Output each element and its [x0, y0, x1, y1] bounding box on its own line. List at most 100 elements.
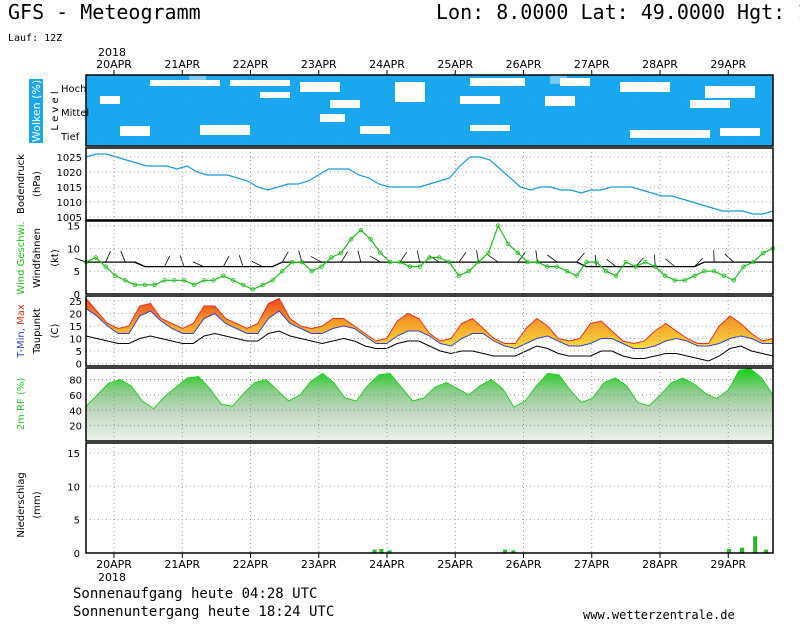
pressure-axis-label: Bodendruck	[16, 154, 27, 214]
date-label-top: 26APR	[506, 58, 542, 71]
cloud-cell	[360, 92, 379, 102]
cloud-cell	[171, 83, 190, 94]
wind-speed-point	[211, 278, 216, 283]
wind-speed-point	[525, 259, 530, 265]
cloud-cell	[240, 75, 259, 85]
cloud-cell	[532, 128, 551, 138]
cloud-cell	[412, 128, 430, 138]
cloud-cell	[120, 83, 138, 94]
cloud-clear-patch	[150, 80, 220, 86]
cloud-cell	[687, 137, 705, 147]
wind-speed-point	[603, 268, 609, 274]
cloud-cell	[292, 92, 310, 102]
precip-bar	[387, 550, 392, 553]
cloud-cell	[412, 137, 430, 147]
cloud-clear-patch	[720, 128, 760, 136]
date-label-bottom: 20APR	[96, 558, 132, 571]
wind-speed-point	[240, 282, 246, 288]
wind-barb	[665, 258, 676, 267]
wind-speed-point	[368, 237, 373, 242]
wind-speed-point	[505, 241, 511, 247]
year-label-top: 2018	[98, 46, 126, 59]
cloud-cell	[652, 101, 671, 111]
cloud-cell	[240, 137, 259, 147]
cloud-cell	[755, 119, 774, 129]
cloud-cell	[755, 128, 774, 138]
cloud-cell	[412, 119, 430, 129]
cloud-cell	[532, 101, 551, 111]
wind-speed-point	[280, 268, 285, 274]
cloud-cell	[687, 83, 705, 94]
wind-speed-point	[388, 259, 393, 265]
cloud-cell	[652, 92, 671, 102]
cloud-cell	[566, 137, 585, 147]
panel-frame	[85, 147, 774, 221]
pressure-tick-label: 1005	[57, 213, 82, 224]
cloud-cell	[584, 137, 602, 147]
wind-speed-point	[289, 259, 295, 265]
wind-tick-label: 0	[74, 290, 80, 301]
cloud-cell	[103, 75, 121, 85]
cloud-cell	[377, 137, 396, 147]
cloud-cell	[137, 83, 155, 94]
wind-speed-line	[85, 224, 774, 291]
cloud-cell	[429, 101, 447, 111]
cloud-cell	[532, 75, 551, 85]
date-label-top: 27APR	[574, 58, 610, 71]
wind-speed-point	[613, 273, 619, 278]
cloud-cell	[601, 110, 619, 120]
website-link[interactable]: www.wetterzentrale.de	[583, 608, 735, 622]
cloud-cell	[309, 92, 327, 102]
cloud-cell	[566, 92, 585, 102]
cloud-cell	[481, 101, 499, 111]
temperature-band	[86, 298, 773, 349]
cloud-cell	[309, 137, 327, 147]
wind-barb	[281, 251, 289, 263]
date-label-bottom: 29APR	[710, 558, 746, 571]
wind-barb	[547, 254, 558, 263]
pressure-tick-label: 1015	[57, 183, 82, 194]
cloud-cell	[635, 75, 654, 85]
cloud-cell	[584, 128, 602, 138]
wind-barb	[340, 251, 348, 263]
cloud-cell	[292, 128, 310, 138]
cloud-cell	[532, 92, 551, 102]
cloud-cell	[360, 137, 379, 147]
cloud-cell	[601, 75, 619, 85]
cloud-cell	[412, 75, 430, 85]
wind-barb	[694, 257, 704, 267]
wind-speed-point	[574, 273, 579, 278]
date-label-bottom: 25APR	[437, 558, 473, 571]
cloud-cell	[566, 110, 585, 120]
cloud-cell	[274, 101, 293, 111]
temperature-unit-label: (C)	[50, 324, 61, 339]
cloud-cell	[189, 75, 207, 85]
cloud-cell	[343, 119, 362, 129]
wind-barb	[105, 250, 111, 263]
panel-frame	[85, 295, 774, 367]
cloud-cell	[326, 119, 344, 129]
date-label-top: 28APR	[642, 58, 678, 71]
cloud-cell	[463, 128, 482, 138]
wind-speed-point	[407, 264, 413, 269]
cloud-cell	[721, 137, 739, 147]
cloud-cell	[360, 101, 379, 111]
wind-speed-point	[142, 282, 148, 288]
wind-tick-label: 5	[74, 267, 80, 278]
precip-bar	[740, 547, 745, 553]
date-label-bottom: 26APR	[506, 558, 542, 571]
wind-speed-point	[427, 255, 432, 260]
cloud-cell	[103, 137, 121, 147]
cloud-cell	[189, 128, 207, 138]
cloud-cell	[171, 137, 190, 147]
cloud-cell	[257, 75, 276, 85]
cloud-cell	[618, 110, 636, 120]
cloud-cell	[154, 92, 173, 102]
wind-speed-point	[692, 273, 697, 278]
cloud-cell	[292, 137, 310, 147]
cloud-cell	[86, 83, 104, 94]
wind-speed-point	[417, 264, 422, 269]
cloud-cell	[549, 110, 568, 120]
cloud-cell	[738, 137, 757, 147]
cloud-cell	[309, 75, 327, 85]
